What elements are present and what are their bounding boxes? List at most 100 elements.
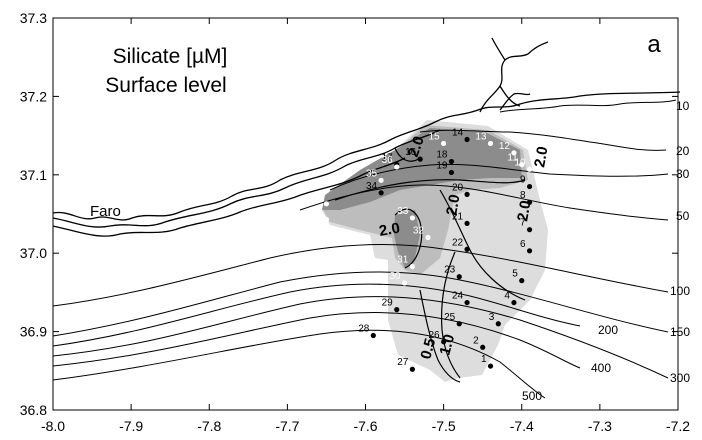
station-dot xyxy=(487,363,494,369)
station-label: 25 xyxy=(444,312,456,323)
station-label: 8 xyxy=(520,190,526,201)
station-label: 33 xyxy=(397,206,409,217)
station-dot xyxy=(448,158,455,165)
station-29: 29 xyxy=(382,298,400,313)
station-label: 38 xyxy=(311,207,323,218)
station-label: 11 xyxy=(507,153,518,164)
station-dot xyxy=(425,234,431,241)
station-23: 23 xyxy=(444,265,462,280)
coastline xyxy=(52,37,681,237)
depth-label-150: 150 xyxy=(670,325,690,339)
depth-label-10: 10 xyxy=(676,99,690,113)
station-35: 35 xyxy=(366,168,384,183)
station-label: 7 xyxy=(520,218,526,229)
station-label: 12 xyxy=(499,141,511,152)
station-dot xyxy=(456,274,462,280)
station-label: 13 xyxy=(475,131,487,142)
station-dot xyxy=(378,177,384,183)
station-20: 20 xyxy=(452,182,470,197)
isobath-30 xyxy=(329,163,669,191)
depth-label-500: 500 xyxy=(522,389,542,403)
station-25: 25 xyxy=(444,312,462,327)
station-dot xyxy=(511,299,517,306)
station-label: 4 xyxy=(504,291,510,302)
isobath-150 xyxy=(52,271,669,337)
station-9: 9 xyxy=(520,175,533,190)
station-36: 36 xyxy=(382,155,400,170)
isobath-300 xyxy=(52,296,669,379)
station-label: 27 xyxy=(397,357,409,368)
station-dot xyxy=(394,164,400,170)
station-dot xyxy=(464,136,470,143)
station-dot xyxy=(526,227,533,233)
station-2: 2 xyxy=(473,335,486,350)
map-title-line2: Surface level xyxy=(105,74,226,97)
isoline-label: 2.0 xyxy=(531,145,551,168)
isobath-200 xyxy=(52,283,581,347)
x-tick-label: -7.2 xyxy=(666,418,690,434)
station-label: 34 xyxy=(366,181,378,192)
isoline-label: 0.5 xyxy=(417,336,439,361)
station-label: 14 xyxy=(452,128,464,139)
station-label: 37 xyxy=(311,192,323,203)
station-dot xyxy=(441,339,447,345)
station-label: 24 xyxy=(452,291,464,302)
place-label-faro: Faro xyxy=(90,203,121,220)
station-5: 5 xyxy=(512,269,525,284)
station-dot xyxy=(456,321,462,327)
station-27: 27 xyxy=(397,357,415,372)
station-dot xyxy=(464,246,470,252)
axis-tick-labels: -8.0 -7.9 -7.8 -7.7 -7.6 -7.5 -7.4 -7.3 -7.2 37.3… xyxy=(20,10,691,434)
station-label: 17 xyxy=(382,153,394,164)
station-1: 1 xyxy=(481,354,494,369)
station-24: 24 xyxy=(452,291,470,306)
station-dot xyxy=(519,162,525,168)
isoline-label: 1.0 xyxy=(436,332,458,357)
station-label: 31 xyxy=(397,255,409,266)
station-dot xyxy=(526,183,533,190)
station-dot xyxy=(511,150,517,156)
station-label: 21 xyxy=(452,211,464,222)
depth-label-300: 300 xyxy=(670,371,690,385)
isoline-label: 2.0 xyxy=(405,134,428,159)
silicate-isolines xyxy=(334,147,526,383)
depth-label-30: 30 xyxy=(676,167,690,181)
station-34: 34 xyxy=(366,181,384,196)
station-12: 12 xyxy=(499,141,517,156)
station-7: 7 xyxy=(520,218,533,233)
station-label: 36 xyxy=(382,155,394,166)
y-tick-label: 37.2 xyxy=(20,88,47,104)
station-14: 14 xyxy=(452,128,470,143)
station-8: 8 xyxy=(520,190,533,205)
station-label: 5 xyxy=(512,269,518,280)
x-tick-label: -7.5 xyxy=(432,418,456,434)
station-label: 35 xyxy=(366,168,378,179)
bathymetry xyxy=(52,99,677,399)
station-label: 6 xyxy=(520,239,526,250)
station-dot xyxy=(487,140,494,147)
station-label: 29 xyxy=(382,298,394,309)
silicate-shading xyxy=(322,120,548,382)
map-title-line1: Silicate [µM] xyxy=(113,45,228,68)
isoline-labels: 2.0 2.0 2.0 2.0 2.0 1.0 0.5 xyxy=(378,134,552,361)
depth-label-50: 50 xyxy=(676,209,690,223)
station-37: 37 xyxy=(311,192,330,207)
x-tick-label: -7.7 xyxy=(275,418,299,434)
station-label: 20 xyxy=(452,182,464,193)
station-16: 16 xyxy=(405,147,423,162)
x-tick-label: -7.8 xyxy=(197,418,221,434)
station-dot xyxy=(441,140,447,147)
station-label: 30 xyxy=(389,271,401,282)
station-28: 28 xyxy=(358,324,376,339)
station-label: 26 xyxy=(429,330,441,341)
station-dot xyxy=(464,220,470,227)
isoline-label: 2.0 xyxy=(378,220,401,240)
x-tick-label: -7.9 xyxy=(119,418,143,434)
station-13: 13 xyxy=(475,131,494,147)
x-tick-label: -7.3 xyxy=(588,418,612,434)
station-dot xyxy=(417,156,423,162)
x-tick-label: -7.4 xyxy=(510,418,534,434)
station-label: 1 xyxy=(481,354,487,365)
isobath-10 xyxy=(499,99,677,113)
axis-ticks xyxy=(52,17,679,411)
